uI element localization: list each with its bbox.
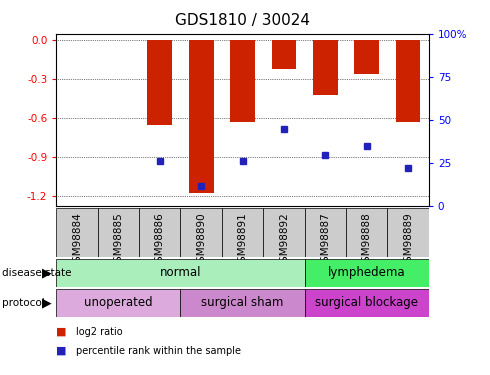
Text: GSM98890: GSM98890 xyxy=(196,212,206,268)
Bar xyxy=(230,40,255,122)
Bar xyxy=(305,259,429,287)
Bar xyxy=(56,208,98,257)
Text: GSM98884: GSM98884 xyxy=(72,212,82,269)
Bar xyxy=(189,40,214,193)
Bar xyxy=(395,40,420,122)
Text: GSM98887: GSM98887 xyxy=(320,212,330,269)
Text: protocol: protocol xyxy=(2,298,45,308)
Bar xyxy=(354,40,379,74)
Bar xyxy=(222,208,263,257)
Text: lymphedema: lymphedema xyxy=(328,266,406,279)
Bar xyxy=(98,208,139,257)
Bar xyxy=(263,208,305,257)
Text: surgical sham: surgical sham xyxy=(201,296,284,309)
Text: GSM98891: GSM98891 xyxy=(238,212,247,269)
Bar xyxy=(180,289,305,317)
Text: log2 ratio: log2 ratio xyxy=(76,327,122,337)
Bar xyxy=(180,208,222,257)
Bar xyxy=(305,208,346,257)
Text: GSM98888: GSM98888 xyxy=(362,212,372,269)
Bar xyxy=(56,259,305,287)
Text: normal: normal xyxy=(160,266,201,279)
Bar xyxy=(388,208,429,257)
Bar xyxy=(139,208,180,257)
Text: disease state: disease state xyxy=(2,268,72,278)
Text: unoperated: unoperated xyxy=(84,296,153,309)
Text: GSM98885: GSM98885 xyxy=(113,212,123,269)
Text: GSM98889: GSM98889 xyxy=(403,212,413,269)
Text: GSM98886: GSM98886 xyxy=(155,212,165,269)
Text: surgical blockage: surgical blockage xyxy=(315,296,418,309)
Text: ■: ■ xyxy=(56,327,67,337)
Bar xyxy=(305,289,429,317)
Text: ▶: ▶ xyxy=(42,266,51,279)
Bar xyxy=(313,40,338,95)
Bar xyxy=(56,289,180,317)
Text: ▶: ▶ xyxy=(42,296,51,309)
Bar xyxy=(147,40,172,125)
Bar xyxy=(271,40,296,69)
Text: GDS1810 / 30024: GDS1810 / 30024 xyxy=(175,13,310,28)
Text: ■: ■ xyxy=(56,346,67,355)
Text: GSM98892: GSM98892 xyxy=(279,212,289,269)
Text: percentile rank within the sample: percentile rank within the sample xyxy=(76,346,241,355)
Bar xyxy=(346,208,388,257)
